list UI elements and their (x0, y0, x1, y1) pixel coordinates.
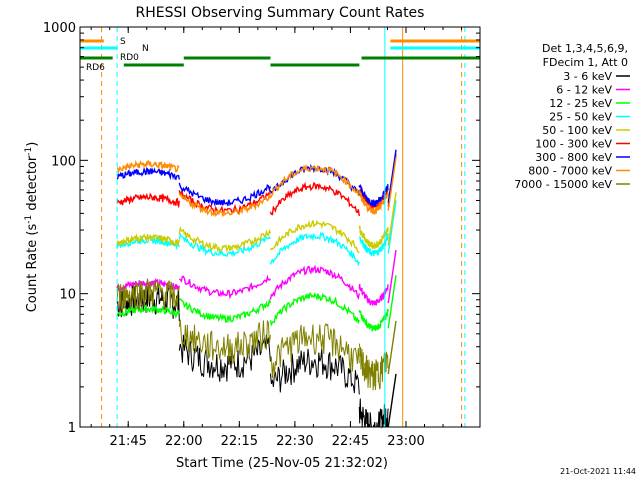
y-label-sup2: -1 (24, 147, 34, 156)
series-segment (358, 398, 389, 429)
series-segment (269, 181, 360, 217)
plot-frame (79, 26, 481, 428)
series-800-7000kev (116, 157, 397, 217)
y-tick-label: 100 (51, 154, 76, 169)
series-25-50kev (116, 200, 397, 267)
series-segment (178, 319, 271, 365)
y-tick-label: 1000 (43, 21, 76, 36)
legend-label: 12 - 25 keV (549, 97, 612, 110)
series-segment (116, 159, 180, 174)
x-tick-label: 22:15 (221, 434, 258, 449)
series-segment (116, 235, 180, 251)
series-segment (358, 343, 389, 391)
series-segment (178, 297, 272, 323)
legend-label: 25 - 50 keV (549, 111, 612, 124)
x-axis-label: Start Time (25-Nov-05 21:32:02) (176, 456, 388, 471)
flag-label-s: S (120, 37, 126, 47)
legend-label: 50 - 100 keV (542, 124, 612, 137)
series-tail (387, 157, 397, 211)
series-segment (358, 225, 389, 250)
x-tick-label: 23:00 (387, 434, 424, 449)
series-tail (387, 275, 397, 329)
x-tick-label: 22:45 (332, 434, 369, 449)
series-segment (116, 166, 180, 181)
series-segment (358, 284, 389, 306)
legend-label: 100 - 300 keV (535, 138, 612, 151)
series-tail (387, 249, 397, 304)
y-label-main: Count Rate (s (25, 224, 40, 313)
series-7000-15000kev (116, 278, 397, 391)
series-tail (387, 149, 397, 203)
axis-ticks: 21:45 22:00 22:15 22:30 22:45 23:00 1 10 100 1000 (43, 21, 480, 449)
flag-label-rd0: RD0 (120, 53, 139, 63)
series-segment (178, 182, 272, 207)
series-tail (387, 373, 397, 428)
legend-label: 3 - 6 keV (563, 70, 612, 83)
series-segment (116, 304, 180, 319)
series-segment (358, 189, 389, 215)
series-tail (387, 192, 397, 246)
series-segment (116, 192, 180, 209)
series-segment (269, 163, 360, 199)
legend-label: 300 - 800 keV (535, 151, 612, 164)
y-axis-label: Count Rate (s-1 detector-1) (24, 142, 40, 313)
x-tick-label: 22:30 (276, 434, 313, 449)
flag-label-rd6: RD6 (86, 63, 105, 73)
series-segment (270, 322, 360, 379)
series-segment (269, 291, 360, 327)
series-50-100kev (116, 192, 397, 254)
legend: Det 1,3,4,5,6,9, FDecim 1, Att 0 3 - 6 k… (514, 42, 630, 191)
x-tick-label: 22:00 (165, 434, 202, 449)
series-segment (269, 231, 360, 267)
y-label-end: ) (25, 142, 40, 147)
legend-header-line2: FDecim 1, Att 0 (543, 56, 628, 69)
series-segment (116, 233, 180, 247)
legend-header-line1: Det 1,3,4,5,6,9, (542, 42, 628, 55)
series-tail (387, 200, 397, 254)
series-tail (387, 320, 397, 375)
legend-label: 6 - 12 keV (556, 84, 612, 97)
series-segment (178, 189, 272, 215)
series-segment (269, 264, 360, 301)
series-segment (269, 219, 360, 254)
series-segment (358, 183, 389, 209)
series-12-25kev (116, 275, 397, 332)
timestamp: 21-Oct-2021 11:44 (560, 467, 636, 476)
series-segment (178, 225, 272, 253)
series-segment (116, 278, 180, 313)
series-segment (179, 274, 271, 300)
y-label-sup1: -1 (24, 215, 34, 224)
series-segment (358, 232, 389, 257)
legend-label: 800 - 7000 keV (528, 165, 612, 178)
legend-label: 7000 - 15000 keV (514, 178, 612, 191)
flag-label-n: N (142, 44, 149, 54)
chart-title: RHESSI Observing Summary Count Rates (136, 5, 425, 21)
series-segment (178, 192, 272, 217)
y-label-mid: detector (25, 155, 40, 215)
series-segment (358, 188, 389, 212)
series-segment (269, 348, 360, 395)
y-tick-label: 1 (68, 421, 76, 436)
series-segment (358, 308, 389, 332)
y-tick-label: 10 (59, 288, 76, 303)
series-segment (178, 232, 271, 258)
x-tick-label: 21:45 (109, 434, 146, 449)
